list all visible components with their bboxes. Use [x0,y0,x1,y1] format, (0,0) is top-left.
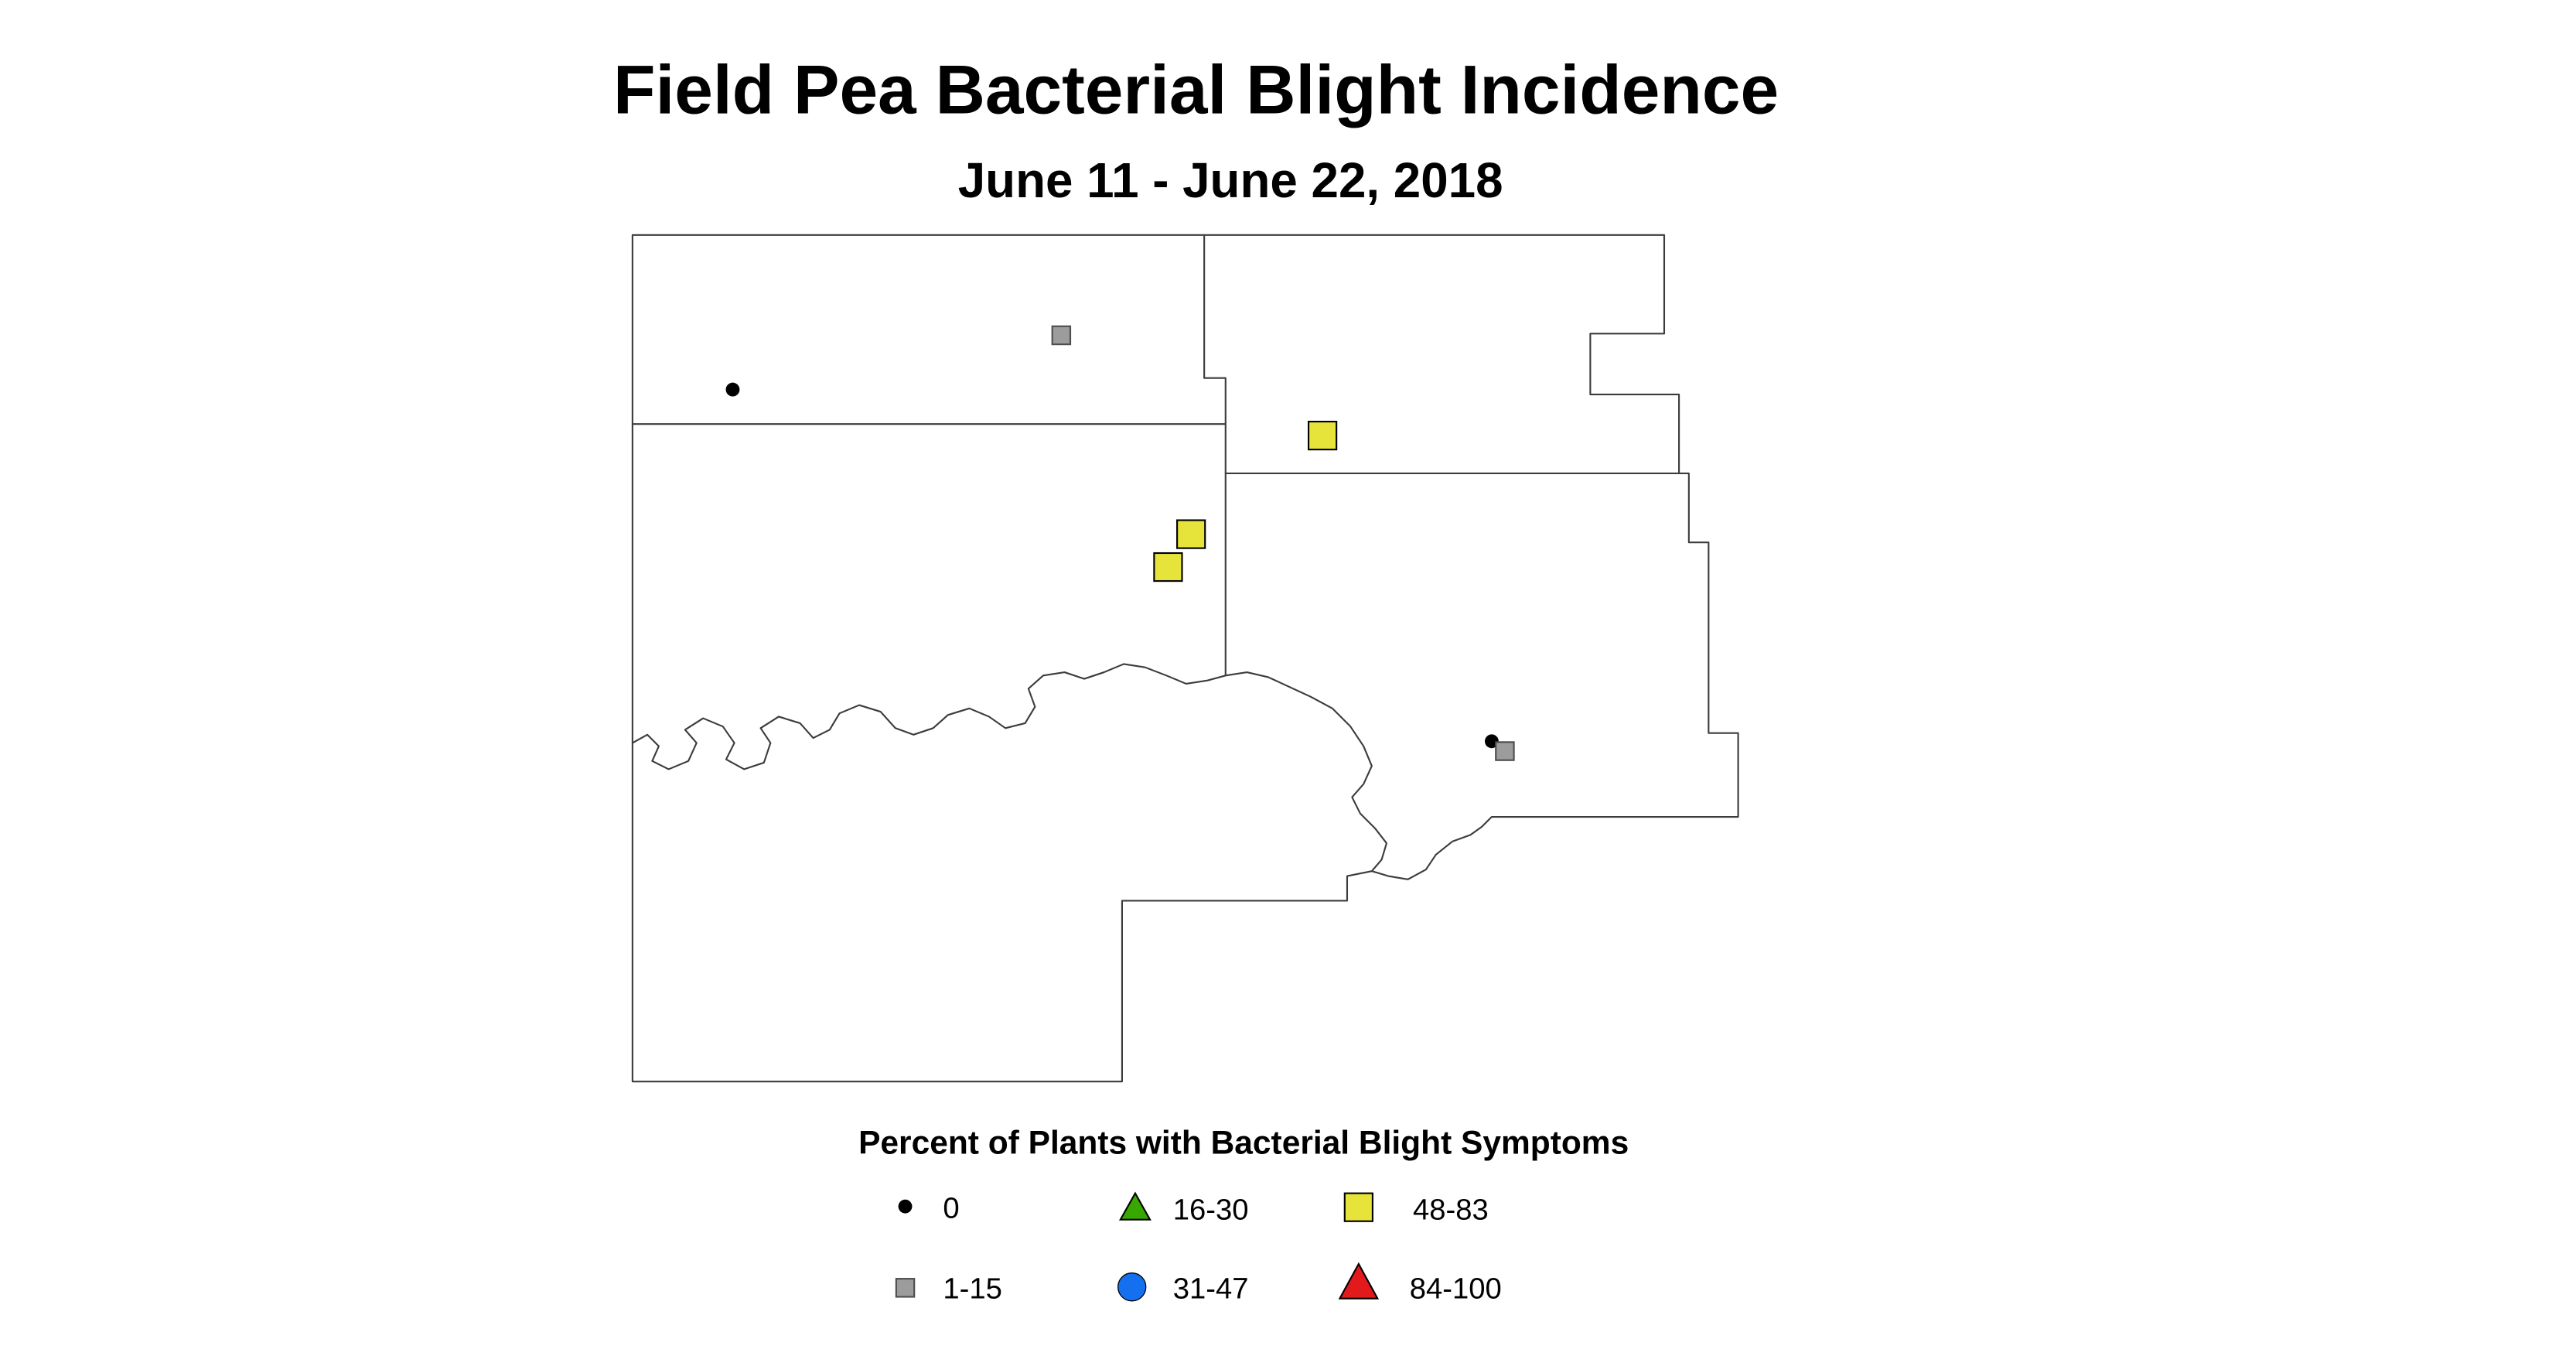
legend-title: Percent of Plants with Bacterial Blight … [858,1125,1629,1162]
map-point-yellow-square [1176,519,1206,549]
map-point-black-dot [725,382,740,397]
legend-label-31-47: 31-47 [1173,1272,1249,1306]
legend-symbol-green-triangle [1118,1191,1152,1221]
figure-subtitle: June 11 - June 22, 2018 [958,152,1503,208]
map-point-gray-square [1051,325,1072,346]
map-points-layer [725,325,1515,761]
legend-symbol-black-dot [898,1199,913,1214]
legend-symbol-gray-square [895,1278,916,1298]
legend-symbol-yellow-square [1343,1192,1373,1222]
map-point-yellow-square [1153,552,1183,582]
legend-label-84-100: 84-100 [1410,1272,1502,1306]
county-boundary-central-vertical [1203,234,1227,677]
legend-symbol-red-triangle [1338,1262,1380,1300]
legend-label-48-83: 48-83 [1413,1194,1489,1227]
legend-label-16-30: 16-30 [1173,1194,1249,1227]
legend: Percent of Plants with Bacterial Blight … [858,1125,1629,1306]
map-point-yellow-square [1307,420,1338,451]
county-map [631,234,1739,1083]
figure-title: Field Pea Bacterial Blight Incidence [613,51,1779,128]
legend-symbol-blue-circle [1117,1272,1147,1302]
legend-label-zero: 0 [943,1192,959,1225]
county-outer-boundary [631,234,1739,1083]
legend-label-1-15: 1-15 [943,1272,1002,1306]
river-boundary [631,663,1388,873]
map-point-gray-square [1495,741,1515,761]
